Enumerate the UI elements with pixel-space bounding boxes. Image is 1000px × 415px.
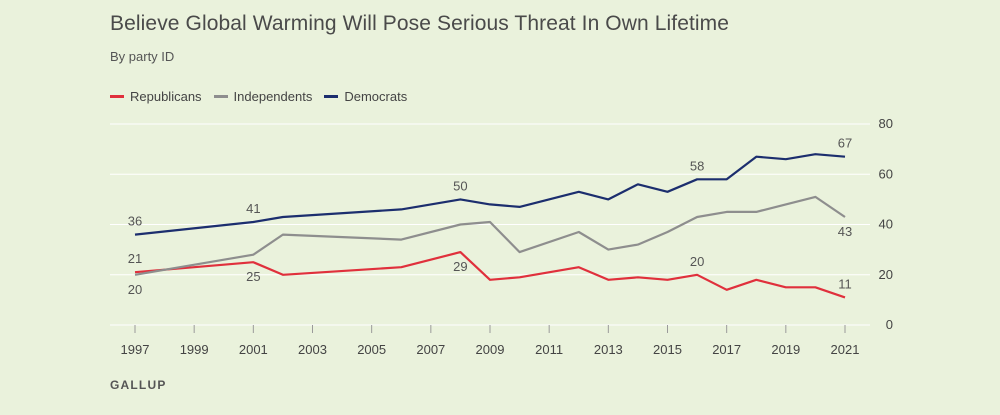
legend-item-independents: Independents	[213, 89, 313, 104]
x-tick-label-1999: 1999	[180, 342, 209, 357]
legend-swatch-independents	[213, 95, 228, 98]
data-label-democrats-2001: 41	[246, 201, 260, 216]
x-tick-label-2011: 2011	[535, 342, 563, 357]
x-tick-label-2019: 2019	[771, 342, 800, 357]
data-label-democrats-2021: 67	[838, 136, 852, 151]
x-tick-label-2003: 2003	[298, 342, 327, 357]
data-label-republicans-1997: 21	[128, 251, 142, 266]
data-label-republicans-2008: 29	[453, 259, 467, 274]
x-tick-label-1997: 1997	[121, 342, 150, 357]
series-line-independents	[134, 195, 846, 276]
data-label-independents-1997: 20	[128, 282, 142, 297]
y-tick-label-0: 0	[886, 317, 893, 332]
legend-label-independents: Independents	[233, 89, 313, 104]
x-tick-label-2013: 2013	[594, 342, 623, 357]
x-tick-label-2021: 2021	[831, 342, 860, 357]
chart-subtitle: By party ID	[110, 49, 175, 64]
data-label-democrats-1997: 36	[128, 214, 142, 229]
x-tick-label-2009: 2009	[476, 342, 505, 357]
y-tick-label-80: 80	[879, 116, 893, 131]
legend-item-republicans: Republicans	[110, 89, 202, 104]
chart-legend: Republicans Independents Democrats	[110, 89, 419, 104]
data-label-republicans-2016: 20	[690, 254, 704, 269]
series-line-democrats	[134, 153, 846, 236]
y-tick-label-20: 20	[879, 267, 893, 282]
legend-swatch-republicans	[110, 95, 124, 98]
legend-label-republicans: Republicans	[130, 89, 202, 104]
x-tick-label-2001: 2001	[239, 342, 268, 357]
data-label-democrats-2008: 50	[453, 178, 467, 193]
data-label-democrats-2016: 58	[690, 158, 704, 173]
data-label-republicans-2001: 25	[246, 269, 260, 284]
x-tick-label-2007: 2007	[416, 342, 445, 357]
legend-item-democrats: Democrats	[324, 89, 407, 104]
source-credit: GALLUP	[110, 378, 167, 392]
chart-title: Believe Global Warming Will Pose Serious…	[110, 12, 730, 35]
legend-label-democrats: Democrats	[344, 89, 408, 104]
x-tick-label-2005: 2005	[357, 342, 386, 357]
legend-swatch-democrats	[324, 95, 339, 98]
y-tick-label-40: 40	[879, 217, 893, 232]
data-label-independents-2021: 43	[838, 224, 852, 239]
series-line-republicans	[134, 251, 846, 299]
x-tick-label-2017: 2017	[712, 342, 741, 357]
data-label-republicans-2021: 11	[838, 276, 852, 291]
y-tick-label-60: 60	[879, 166, 893, 181]
x-tick-label-2015: 2015	[653, 342, 682, 357]
